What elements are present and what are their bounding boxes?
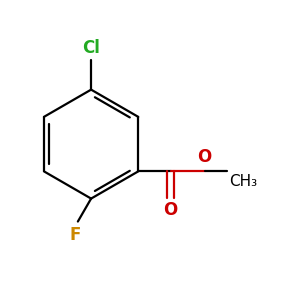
Text: F: F — [70, 226, 81, 244]
Text: CH₃: CH₃ — [229, 174, 257, 189]
Text: O: O — [197, 148, 212, 166]
Text: Cl: Cl — [82, 39, 100, 57]
Text: O: O — [164, 201, 178, 219]
